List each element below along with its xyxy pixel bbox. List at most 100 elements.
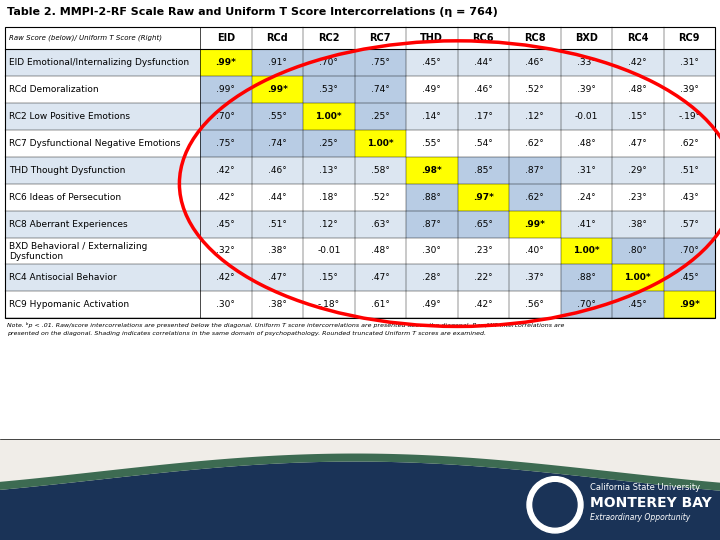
Bar (664, 76, 715, 103)
Text: RC8: RC8 (524, 33, 546, 43)
Text: RC6: RC6 (472, 33, 494, 43)
Bar (303, 49, 354, 76)
Text: .24°: .24° (577, 193, 595, 201)
Bar (612, 76, 664, 103)
Text: .87°: .87° (423, 220, 441, 228)
Text: .99*: .99* (267, 85, 288, 94)
Bar (457, 211, 509, 238)
Text: .31°: .31° (680, 58, 698, 67)
Text: -0.01: -0.01 (317, 246, 341, 255)
Text: .47°: .47° (371, 273, 390, 282)
Circle shape (533, 483, 577, 527)
Text: RC6 Ideas of Persecution: RC6 Ideas of Persecution (9, 193, 121, 201)
Text: .39°: .39° (680, 85, 698, 94)
Bar (406, 130, 457, 157)
Bar (354, 103, 406, 130)
Text: THD: THD (420, 33, 444, 43)
Bar (509, 49, 560, 76)
Text: .51°: .51° (268, 220, 287, 228)
Text: BXD: BXD (575, 33, 598, 43)
Text: RC2: RC2 (318, 33, 340, 43)
Bar (612, 211, 664, 238)
Text: .49°: .49° (423, 300, 441, 309)
Bar (560, 184, 612, 211)
Bar (354, 238, 406, 265)
Text: .53°: .53° (319, 85, 338, 94)
Text: .99*: .99* (524, 220, 545, 228)
Text: .14°: .14° (423, 112, 441, 121)
Bar (612, 184, 664, 211)
Bar (251, 184, 303, 211)
Text: RC8 Aberrant Experiences: RC8 Aberrant Experiences (9, 220, 127, 228)
Bar (5, 292, 715, 319)
Text: .48°: .48° (577, 139, 595, 148)
Bar (5, 103, 715, 130)
Bar (354, 76, 406, 103)
Text: .25°: .25° (371, 112, 390, 121)
Bar (354, 292, 406, 319)
Bar (406, 76, 457, 103)
Text: .91°: .91° (268, 58, 287, 67)
Text: .43°: .43° (680, 193, 698, 201)
Text: .52°: .52° (371, 193, 390, 201)
Bar (251, 103, 303, 130)
Text: .57°: .57° (680, 220, 698, 228)
Bar (303, 184, 354, 211)
Text: BXD Behavioral / Externalizing: BXD Behavioral / Externalizing (9, 242, 148, 251)
Bar (5, 76, 715, 103)
Text: RCd: RCd (266, 33, 288, 43)
Bar (612, 238, 664, 265)
Text: RC9: RC9 (678, 33, 700, 43)
Bar (303, 265, 354, 292)
Text: .55°: .55° (268, 112, 287, 121)
Bar (664, 103, 715, 130)
Bar (303, 238, 354, 265)
Text: .88°: .88° (577, 273, 595, 282)
Bar (303, 292, 354, 319)
Text: .47°: .47° (629, 139, 647, 148)
Text: .99°: .99° (216, 85, 235, 94)
Text: .88°: .88° (423, 193, 441, 201)
Text: .98*: .98* (421, 166, 442, 174)
Bar (612, 292, 664, 319)
Bar (664, 130, 715, 157)
Text: .74°: .74° (371, 85, 390, 94)
Bar (560, 265, 612, 292)
Bar (5, 211, 715, 238)
Bar (509, 238, 560, 265)
Bar (509, 157, 560, 184)
Text: RCd Demoralization: RCd Demoralization (9, 85, 99, 94)
Text: -0.01: -0.01 (575, 112, 598, 121)
Bar (560, 238, 612, 265)
Bar (200, 238, 251, 265)
Bar (200, 49, 251, 76)
Text: .15°: .15° (629, 112, 647, 121)
Text: .45°: .45° (680, 273, 698, 282)
Text: .75°: .75° (216, 139, 235, 148)
Bar (5, 265, 715, 292)
Bar (560, 130, 612, 157)
Text: .41°: .41° (577, 220, 595, 228)
Text: RC4: RC4 (627, 33, 649, 43)
Text: presented on the diagonal. Shading indicates correlations in the same domain of : presented on the diagonal. Shading indic… (7, 332, 486, 336)
Bar (303, 130, 354, 157)
Bar (406, 265, 457, 292)
Bar (354, 184, 406, 211)
Text: .39°: .39° (577, 85, 595, 94)
Bar (354, 49, 406, 76)
Bar (612, 49, 664, 76)
Text: .58°: .58° (371, 166, 390, 174)
Bar (354, 157, 406, 184)
Text: .62°: .62° (526, 139, 544, 148)
Text: 1.00*: 1.00* (367, 139, 394, 148)
Text: -.19°: -.19° (678, 112, 701, 121)
Bar (406, 211, 457, 238)
Bar (612, 265, 664, 292)
Bar (0, 394, 720, 440)
Text: MONTEREY BAY: MONTEREY BAY (590, 496, 712, 510)
Bar (5, 27, 715, 49)
Text: 1.00*: 1.00* (624, 273, 651, 282)
Text: .30°: .30° (216, 300, 235, 309)
Bar (5, 238, 715, 265)
Text: EID Emotional/Internalizing Dysfunction: EID Emotional/Internalizing Dysfunction (9, 58, 189, 67)
